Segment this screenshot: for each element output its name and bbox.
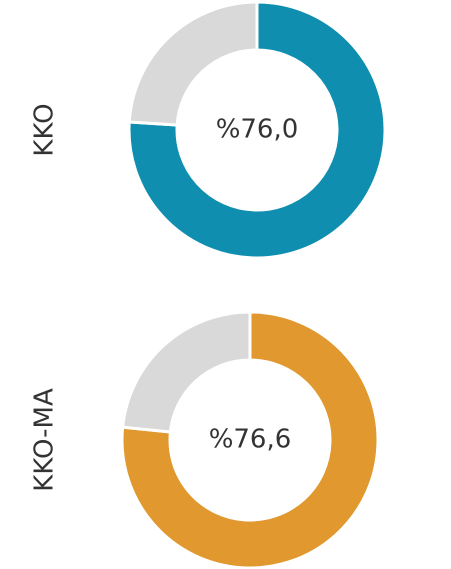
donut-segment <box>121 310 252 434</box>
center-value-label: %76,0 <box>216 115 299 145</box>
donut-segment <box>127 0 387 260</box>
donut-segment <box>120 310 380 569</box>
chart-label: KKO <box>30 103 60 156</box>
donut-segment <box>127 0 259 127</box>
chart-label: KKO-MA <box>30 388 60 492</box>
center-value-label: %76,6 <box>209 425 292 455</box>
